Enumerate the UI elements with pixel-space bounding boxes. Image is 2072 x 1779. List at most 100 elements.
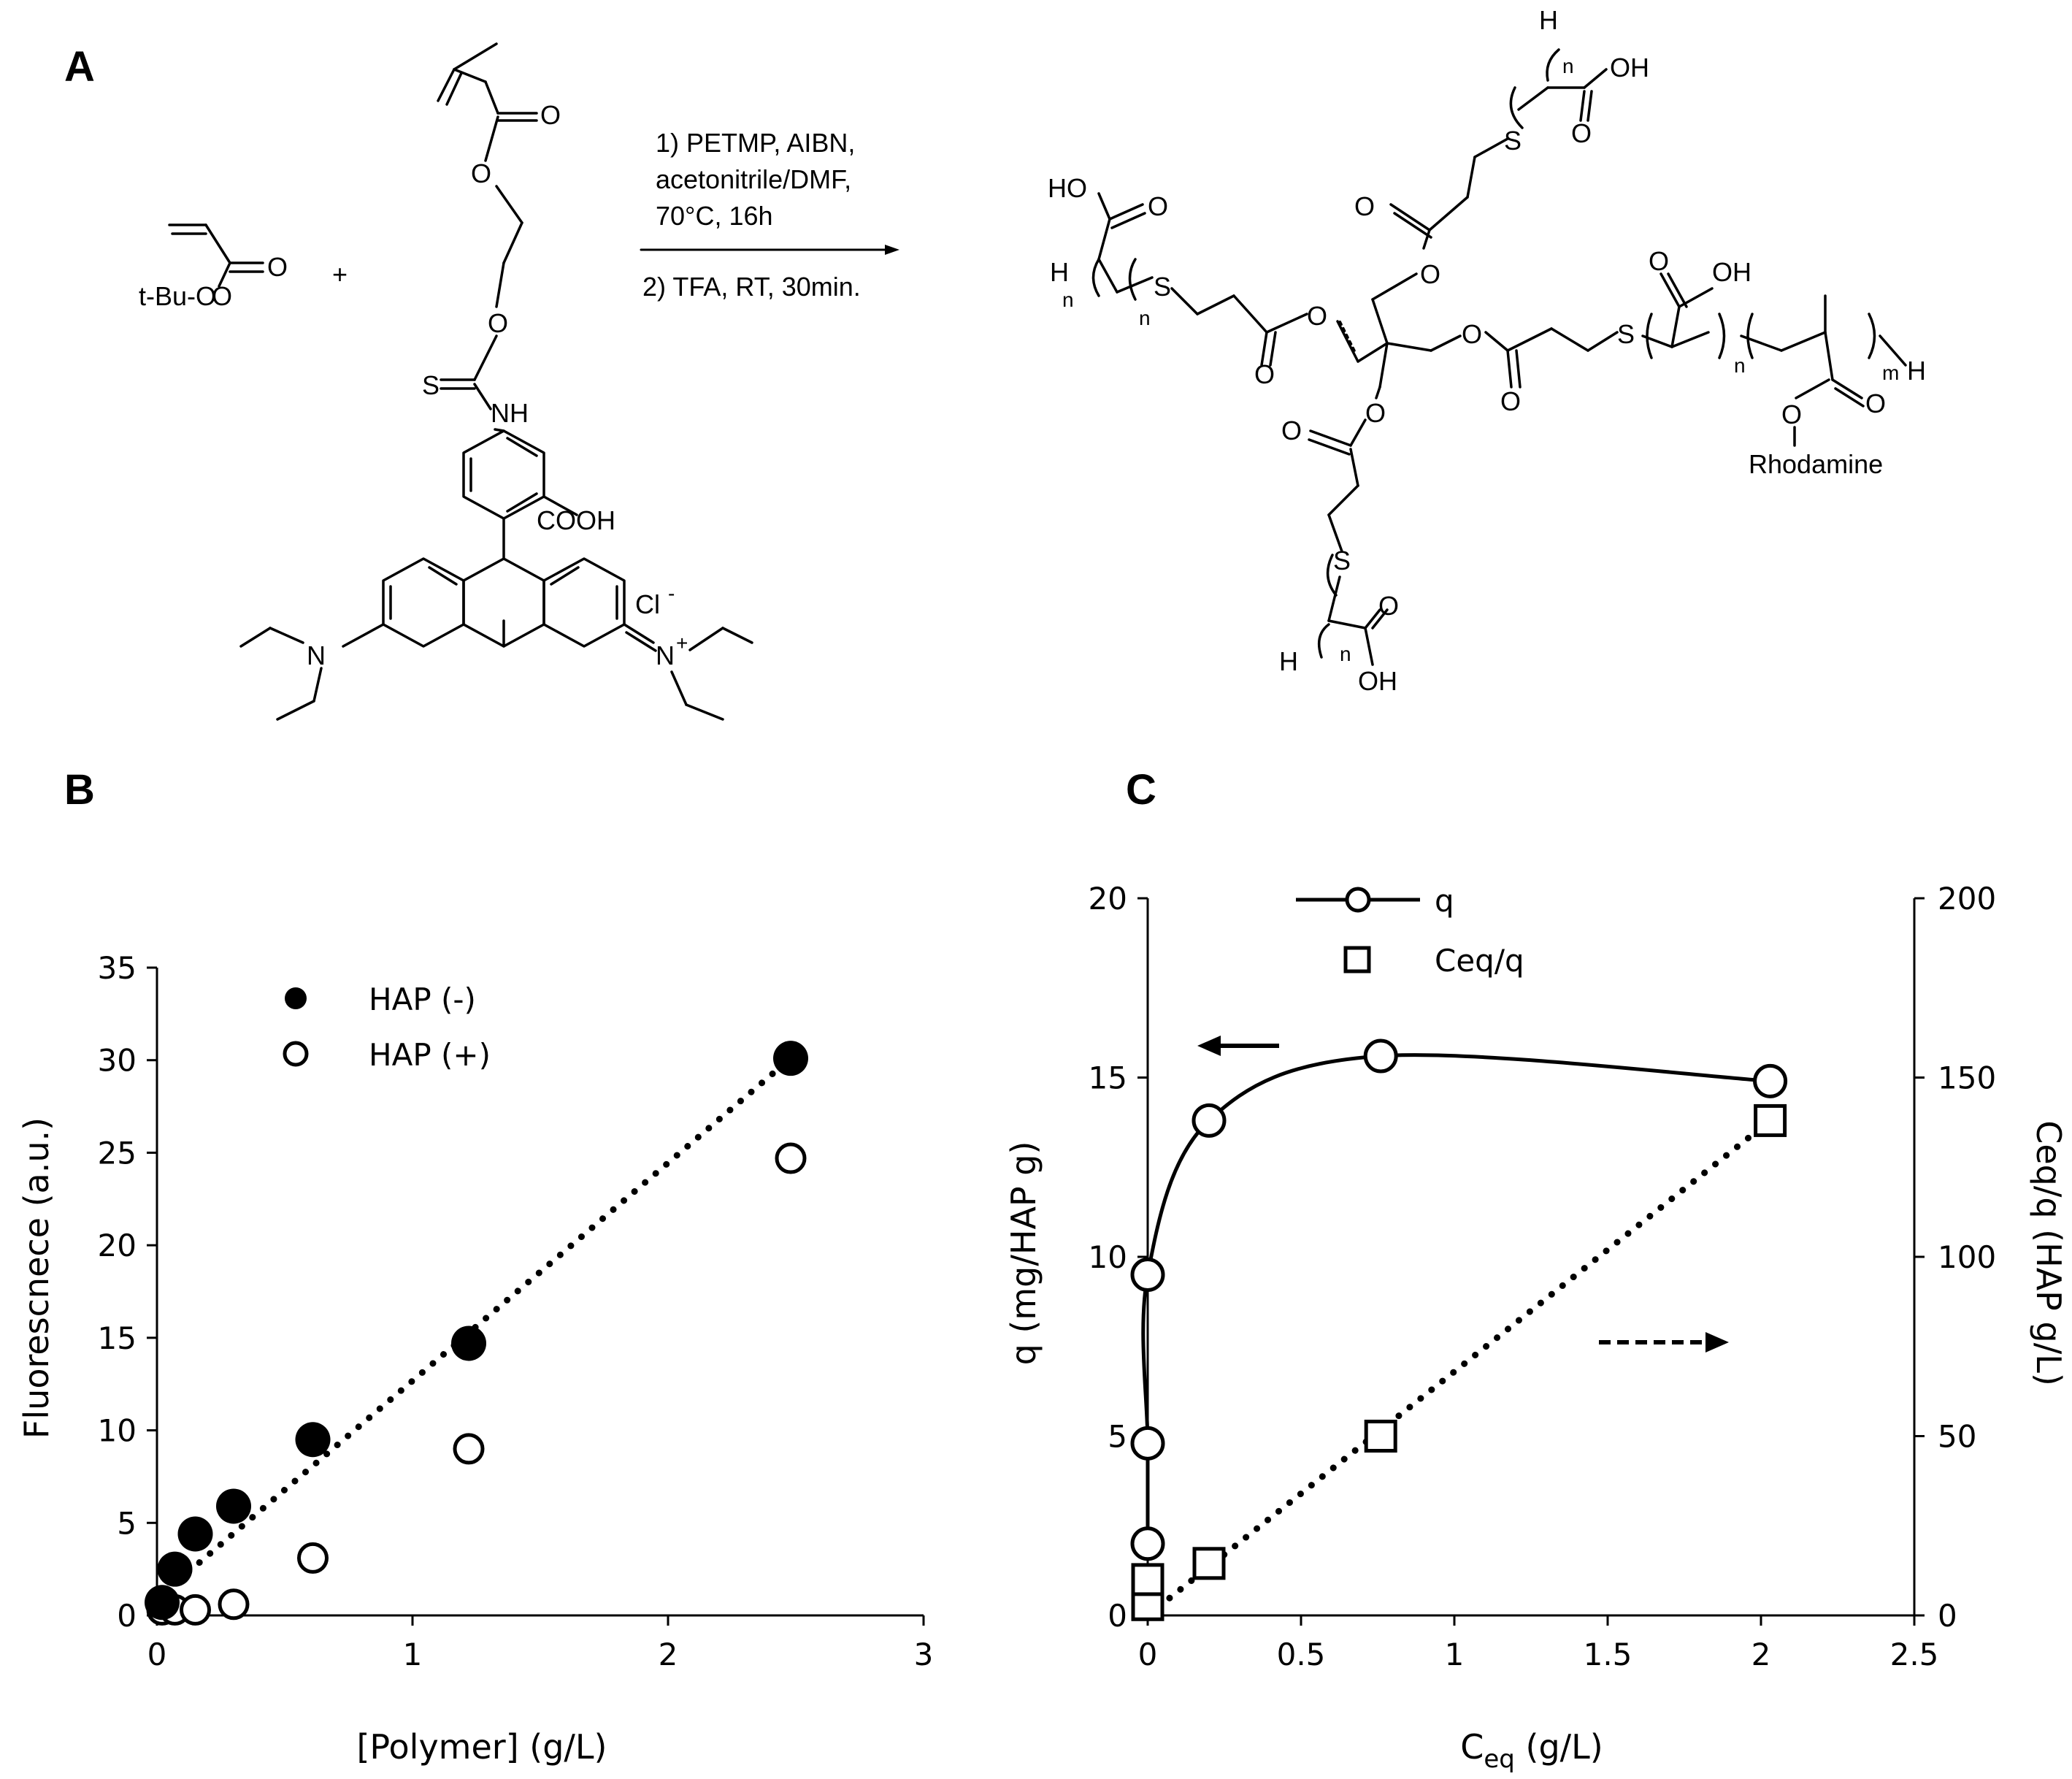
atom-o: O xyxy=(267,252,288,282)
chart-c-x-tick-label: 0.5 xyxy=(1277,1637,1326,1672)
chart-b-x-tick-label: 0 xyxy=(147,1637,167,1672)
chart-b-y-tick-label: 25 xyxy=(98,1135,137,1171)
repeat-n: n xyxy=(1340,643,1351,665)
atom-o: O xyxy=(1649,246,1669,276)
arrow-to-left-axis-head xyxy=(1197,1036,1221,1056)
legend-marker-hap-minus xyxy=(285,987,307,1009)
point-hap-plus xyxy=(180,1594,211,1626)
atom-oh: OH xyxy=(1358,666,1397,696)
chart-b-x-tick-label: 2 xyxy=(659,1637,678,1672)
atom-s: S xyxy=(1617,319,1635,349)
panel-letter-b: B xyxy=(64,766,95,814)
chart-c-y-tick-label: 5 xyxy=(1108,1419,1127,1455)
chart-c-x-tick-label: 1.5 xyxy=(1584,1637,1632,1672)
atom-o: O xyxy=(540,100,561,130)
atom-o: O xyxy=(1420,259,1440,289)
chart-b-x-tick-label: 1 xyxy=(403,1637,423,1672)
point-hap-plus xyxy=(218,1588,250,1621)
reaction-scheme: O t-Bu-O O + O O O S NH COOH xyxy=(139,5,1926,721)
chart-b-y-tick-label: 15 xyxy=(98,1320,137,1356)
point-q xyxy=(1130,1426,1165,1461)
atom-ho: HO xyxy=(1048,173,1087,203)
reagent1-label: t-Bu-O xyxy=(139,281,216,311)
point-q xyxy=(1192,1103,1227,1138)
chart-c-legend: q Ceq/q xyxy=(1296,883,1524,979)
plus-sign: + xyxy=(332,259,348,289)
chart-c-y-tick-label: 20 xyxy=(1089,881,1127,917)
chart-c-x-tick-label: 1 xyxy=(1445,1637,1465,1672)
point-hap-minus xyxy=(216,1488,251,1524)
atom-h: H xyxy=(1539,5,1558,35)
chart-c-x-tick-label: 0 xyxy=(1138,1637,1158,1672)
point-hap-minus xyxy=(177,1516,213,1552)
chart-b-y-tick-label: 5 xyxy=(117,1505,137,1541)
atom-o: O xyxy=(1781,399,1802,429)
chart-c-ceq-q-trend xyxy=(1144,1117,1774,1619)
atom-o: O xyxy=(1281,416,1302,445)
atom-o: O xyxy=(1354,191,1375,221)
positive-charge: + xyxy=(676,632,688,654)
atom-o: O xyxy=(1378,591,1399,621)
condition-line-2: acetonitrile/DMF, xyxy=(656,164,851,194)
point-q xyxy=(1130,1526,1165,1561)
atom-o: O xyxy=(212,281,232,311)
legend-marker-ceq-q xyxy=(1343,946,1371,973)
atom-nh: NH xyxy=(491,398,529,428)
chart-b-y-tick-label: 0 xyxy=(117,1598,137,1634)
chart-c-y2-tick-label: 150 xyxy=(1938,1060,1996,1096)
legend-label-ceq-q: Ceq/q xyxy=(1435,943,1524,979)
chart-b-axes: 0 5 10 15 20 25 30 35 0 1 2 3 xyxy=(98,950,934,1672)
legend-label-q: q xyxy=(1435,883,1454,919)
atom-o: O xyxy=(1462,319,1482,349)
chart-c-y-tick-label: 10 xyxy=(1089,1239,1127,1275)
rhodamine-label: Rhodamine xyxy=(1749,449,1883,479)
chart-c-x-tick-label: 2 xyxy=(1751,1637,1771,1672)
point-hap-minus xyxy=(451,1325,486,1361)
atom-s: S xyxy=(1154,272,1171,302)
point-q xyxy=(1363,1038,1398,1074)
point-hap-minus xyxy=(295,1422,331,1458)
atom-o: O xyxy=(1254,359,1275,389)
condition-line-1: 1) PETMP, AIBN, xyxy=(656,128,855,158)
atom-o: O xyxy=(1500,386,1521,416)
tert-butyl-acrylate: O t-Bu-O O xyxy=(139,223,288,311)
legend-label-hap-minus: HAP (-) xyxy=(369,982,476,1017)
chart-c-lines xyxy=(1141,1053,1774,1619)
point-hap-plus xyxy=(297,1542,329,1574)
chart-c-y2label: Ceq/q (HAP g/L) xyxy=(2029,1120,2068,1386)
atom-o: O xyxy=(1865,389,1886,418)
star-polymer-product: O O S H n OH O O O S n H xyxy=(1048,5,1926,696)
atom-n: N xyxy=(307,640,326,670)
point-hap-plus xyxy=(775,1142,807,1174)
repeat-m: m xyxy=(1882,361,1899,384)
chart-c-y-tick-label: 15 xyxy=(1089,1060,1127,1096)
point-q xyxy=(1130,1258,1165,1293)
atom-h: H xyxy=(1279,646,1298,676)
chart-b-y-tick-label: 10 xyxy=(98,1413,137,1449)
chart-b-legend: HAP (-) HAP (+) xyxy=(283,982,491,1073)
chart-b-xlabel: [Polymer] (g/L) xyxy=(356,1727,607,1767)
negative-charge: - xyxy=(668,582,675,605)
atom-oh: OH xyxy=(1712,257,1751,287)
chart-c-y-tick-label: 0 xyxy=(1108,1598,1127,1634)
atom-o: O xyxy=(1148,191,1168,221)
chart-c-x-tick-label: 2.5 xyxy=(1890,1637,1939,1672)
atom-cooh: COOH xyxy=(537,505,615,535)
point-ceq-q xyxy=(1192,1547,1226,1580)
legend-marker-q xyxy=(1345,887,1371,913)
point-hap-minus xyxy=(157,1551,193,1587)
point-q xyxy=(1753,1063,1788,1098)
atom-oh: OH xyxy=(1610,53,1649,83)
chart-b-y-tick-label: 35 xyxy=(98,950,137,986)
repeat-n: n xyxy=(1562,55,1574,77)
atom-h: H xyxy=(1050,257,1069,287)
atom-s: S xyxy=(422,370,440,400)
chart-c-arrows xyxy=(1197,1036,1729,1353)
condition-line-3: 70°C, 16h xyxy=(656,201,773,231)
chart-c-y2-tick-label: 100 xyxy=(1938,1239,1996,1275)
chart-c-y2-tick-label: 200 xyxy=(1938,881,1996,917)
chart-c-y2-tick-label: 0 xyxy=(1938,1598,1957,1634)
chart-b-y-tick-label: 20 xyxy=(98,1228,137,1263)
point-ceq-q xyxy=(1131,1563,1164,1596)
